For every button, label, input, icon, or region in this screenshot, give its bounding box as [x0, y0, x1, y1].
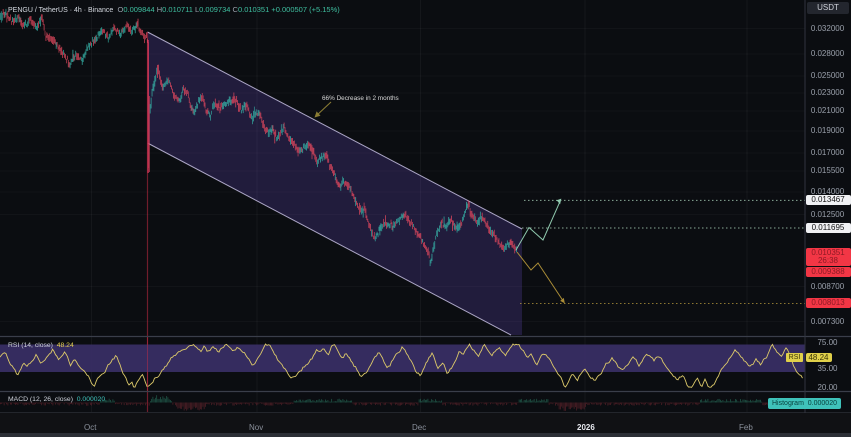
svg-text:66% Decrease in 2 months: 66% Decrease in 2 months	[322, 95, 399, 102]
